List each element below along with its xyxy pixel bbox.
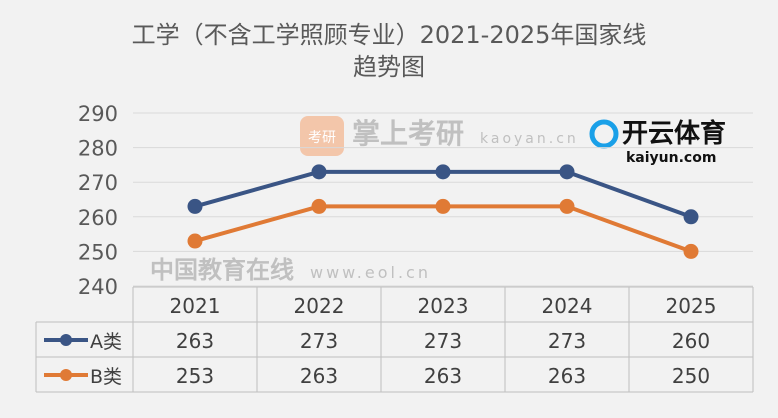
watermark-kaoyan-logo — [300, 116, 344, 156]
watermark-kaoyan-logo-text: 考研 — [308, 130, 336, 146]
data-point — [187, 198, 203, 214]
watermark-eol-url: www.eol.cn — [310, 263, 431, 282]
legend-label: A类 — [90, 331, 122, 353]
x-tick-label: 2022 — [294, 294, 345, 318]
table-cell: 263 — [424, 364, 462, 388]
data-point — [559, 198, 575, 214]
table-cell: 253 — [176, 364, 214, 388]
y-tick-label: 260 — [78, 206, 118, 230]
chart-title-line2: 趋势图 — [353, 53, 425, 81]
watermark-kaoyan-url: kaoyan.cn — [480, 131, 579, 147]
table-cell: 273 — [300, 329, 338, 353]
y-tick-label: 270 — [78, 171, 118, 195]
data-point — [435, 198, 451, 214]
chart-title-line1: 工学（不含工学照顾专业）2021-2025年国家线 — [131, 21, 647, 49]
legend-marker — [60, 369, 72, 381]
table-cell: 250 — [672, 364, 710, 388]
x-tick-label: 2021 — [170, 294, 221, 318]
table-cell: 273 — [424, 329, 462, 353]
table-cell: 263 — [300, 364, 338, 388]
x-tick-label: 2024 — [542, 294, 593, 318]
watermark-kaiyun-url: kaiyun.com — [626, 150, 716, 166]
y-tick-label: 280 — [78, 137, 118, 161]
y-tick-label: 290 — [78, 102, 118, 126]
y-tick-label: 240 — [78, 275, 118, 299]
x-tick-label: 2023 — [418, 294, 469, 318]
data-point — [187, 233, 203, 249]
table-cell: 260 — [672, 329, 710, 353]
watermark-kaiyun: 开云体育 — [622, 118, 726, 149]
table-cell: 273 — [548, 329, 586, 353]
table-cell: 263 — [176, 329, 214, 353]
data-point — [683, 243, 699, 259]
y-tick-label: 250 — [78, 240, 118, 264]
data-point — [435, 164, 451, 180]
table-cell: 263 — [548, 364, 586, 388]
watermark-kaoyan: 掌上考研 — [352, 117, 464, 150]
data-point — [311, 198, 327, 214]
legend-marker — [60, 334, 72, 346]
data-point — [559, 164, 575, 180]
data-point — [683, 209, 699, 225]
x-tick-label: 2025 — [666, 294, 717, 318]
data-point — [311, 164, 327, 180]
watermark-kaiyun-logo — [589, 119, 619, 149]
watermark-eol: 中国教育在线 — [150, 256, 294, 284]
legend-label: B类 — [90, 366, 122, 388]
